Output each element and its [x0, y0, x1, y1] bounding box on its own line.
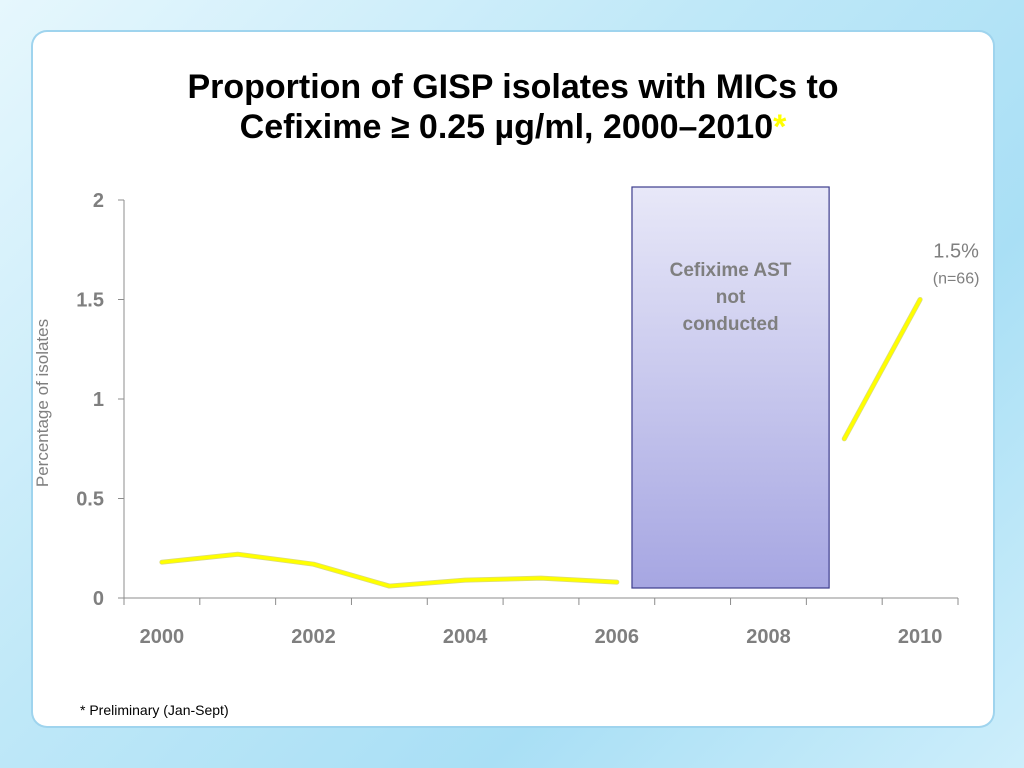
not-conducted-region	[631, 186, 830, 589]
annotation-note: (n=66)	[933, 271, 980, 288]
region-label-line: not	[716, 287, 746, 308]
footnote: * Preliminary (Jan-Sept)	[80, 702, 229, 718]
y-tick-label: 1	[93, 389, 104, 411]
y-tick-label: 1.5	[76, 290, 104, 312]
title-asterisk: *	[773, 108, 787, 146]
data-point	[615, 580, 619, 584]
data-point	[387, 584, 391, 588]
x-tick-label: 2006	[595, 626, 640, 648]
x-tick-label: 2010	[898, 626, 943, 648]
y-tick-label: 0.5	[76, 489, 104, 511]
data-point	[918, 298, 922, 301]
series-line-outline	[159, 551, 620, 589]
chart-title: Proportion of GISP isolates with MICs to…	[33, 67, 993, 147]
x-tick-label: 2004	[443, 626, 488, 648]
data-point	[463, 578, 467, 582]
title-line-2: Cefixime ≥ 0.25 µg/ml, 2000–2010*	[33, 107, 993, 147]
title-line-2-text: Cefixime ≥ 0.25 µg/ml, 2000–2010	[239, 108, 774, 146]
x-tick-label: 2002	[291, 626, 336, 648]
y-tick-label: 0	[93, 588, 104, 610]
y-tick-label: 2	[93, 190, 104, 212]
x-tick-label: 2008	[746, 626, 791, 648]
data-point	[539, 576, 543, 580]
annotation-value: 1.5%	[933, 241, 979, 263]
series-line	[160, 552, 619, 588]
region-label-line: conducted	[683, 314, 779, 335]
y-axis-label: Percentage of isolates	[33, 319, 52, 487]
title-line-1: Proportion of GISP isolates with MICs to	[187, 68, 839, 106]
series-line	[842, 297, 922, 441]
slide-card	[33, 32, 993, 726]
x-tick-label: 2000	[140, 626, 185, 648]
data-point	[312, 562, 316, 566]
data-point	[236, 552, 240, 556]
data-point	[160, 560, 164, 564]
region-label-line: Cefixime AST	[670, 260, 792, 281]
data-point	[842, 437, 846, 441]
